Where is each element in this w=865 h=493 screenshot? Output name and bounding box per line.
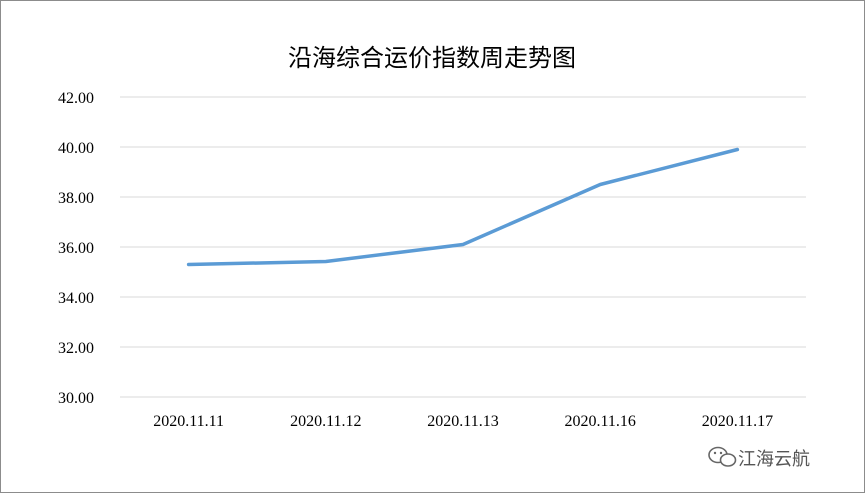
y-tick-label: 42.00 bbox=[58, 90, 94, 107]
y-tick-label: 32.00 bbox=[58, 340, 94, 357]
watermark-text: 江海云航 bbox=[738, 449, 810, 470]
x-tick-labels: 2020.11.11 2020.11.12 2020.11.13 2020.11.16… bbox=[153, 413, 773, 430]
chart-title: 沿海综合运价指数周走势图 bbox=[288, 44, 576, 72]
y-tick-label: 36.00 bbox=[58, 240, 94, 257]
wechat-icon bbox=[708, 446, 737, 467]
x-tick-label: 2020.11.11 bbox=[153, 413, 224, 430]
x-tick-label: 2020.11.17 bbox=[702, 413, 773, 430]
y-tick-labels: 30.00 32.00 34.00 36.00 38.00 40.00 42.00 bbox=[58, 90, 94, 407]
grid-layer bbox=[120, 96, 806, 398]
series-layer bbox=[186, 147, 740, 267]
y-tick-label: 34.00 bbox=[58, 290, 94, 307]
y-tick-label: 30.00 bbox=[58, 390, 94, 407]
x-tick-label: 2020.11.13 bbox=[427, 413, 498, 430]
series-line bbox=[186, 147, 740, 267]
y-tick-label: 38.00 bbox=[58, 190, 94, 207]
x-tick-label: 2020.11.16 bbox=[564, 413, 635, 430]
y-tick-label: 40.00 bbox=[58, 140, 94, 157]
x-tick-label: 2020.11.12 bbox=[290, 413, 361, 430]
watermark: 江海云航 bbox=[708, 446, 810, 470]
